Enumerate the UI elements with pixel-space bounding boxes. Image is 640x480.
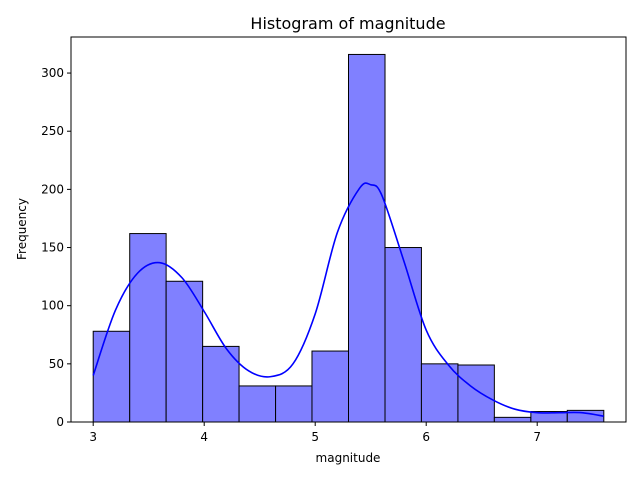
histogram-bar <box>92 330 131 423</box>
histogram-bar <box>202 345 240 423</box>
histogram-bar <box>348 53 386 423</box>
y-tick-label: 200 <box>41 182 64 196</box>
x-axis-label: magnitude <box>316 451 381 465</box>
histogram-bar <box>420 363 459 423</box>
y-axis-ticks: 0 50 100 150 200 250 300 <box>41 66 71 429</box>
histogram-bar <box>165 280 204 423</box>
y-tick-label: 50 <box>49 357 64 371</box>
histogram-bar <box>129 233 167 423</box>
y-tick-label: 0 <box>56 415 64 429</box>
y-tick-label: 300 <box>41 66 64 80</box>
x-tick-label: 6 <box>422 430 430 444</box>
bars-group <box>92 53 605 423</box>
histogram-bar <box>457 364 495 423</box>
y-tick-label: 250 <box>41 124 64 138</box>
histogram-bar <box>311 350 349 423</box>
x-tick-label: 4 <box>200 430 208 444</box>
x-tick-label: 5 <box>311 430 319 444</box>
x-axis-ticks: 3 4 5 6 7 <box>89 422 541 444</box>
histogram-bar <box>275 385 313 423</box>
kde-curve <box>92 182 604 417</box>
y-tick-label: 100 <box>41 299 64 313</box>
x-tick-label: 3 <box>89 430 97 444</box>
histogram-bar <box>493 416 532 423</box>
histogram-bar <box>238 385 277 423</box>
chart-title: Histogram of magnitude <box>250 14 445 33</box>
histogram-bar <box>384 247 422 423</box>
x-tick-label: 7 <box>533 430 541 444</box>
y-tick-label: 150 <box>41 241 64 255</box>
plot-frame <box>70 36 627 423</box>
y-axis-label: Frequency <box>15 198 29 260</box>
